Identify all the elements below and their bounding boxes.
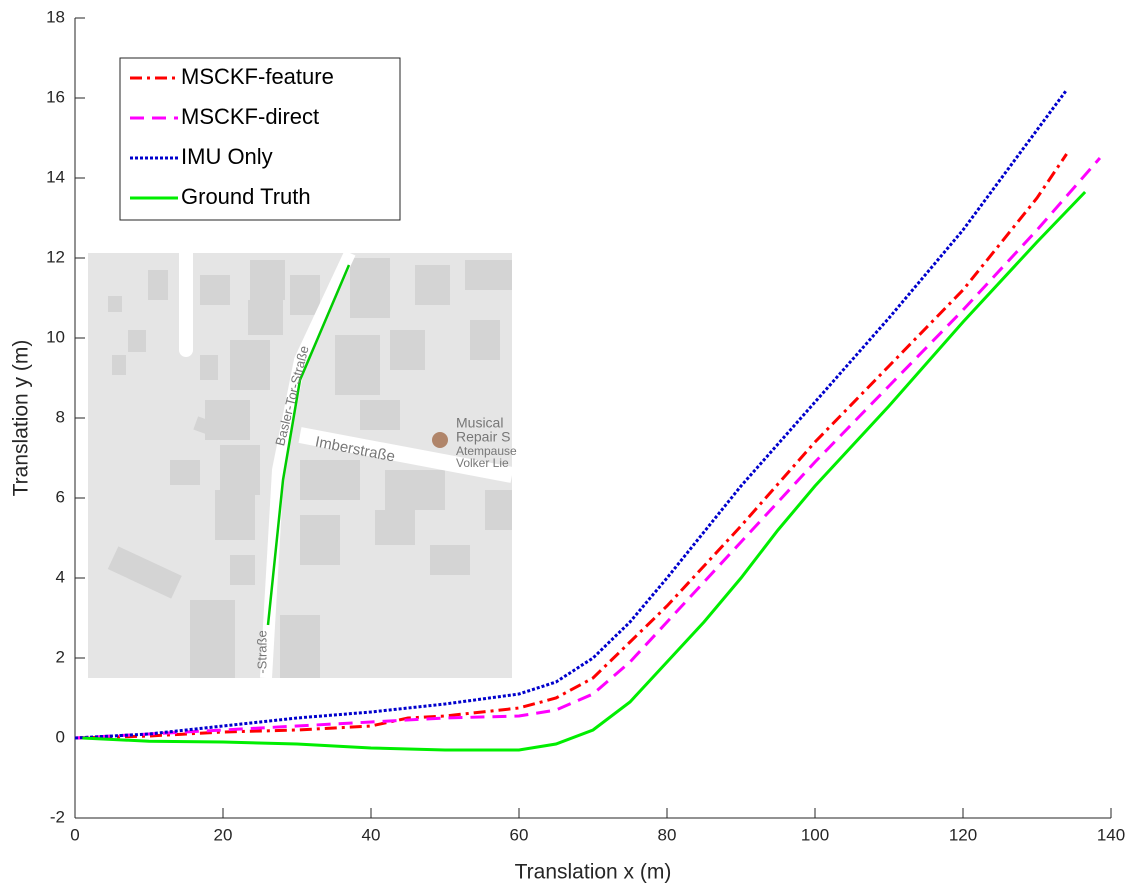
map-label: Volker Lie — [456, 456, 509, 470]
x-axis-label: Translation x (m) — [515, 861, 672, 884]
legend-label: IMU Only — [181, 144, 273, 169]
y-tick-label: 14 — [46, 167, 65, 186]
y-axis-label: Translation y (m) — [10, 340, 33, 497]
legend: MSCKF-feature MSCKF-direct IMU Only Ground … — [120, 58, 400, 220]
y-tick-label: 0 — [56, 727, 65, 746]
y-tick-label: 16 — [46, 87, 65, 106]
chart: Basler-Tor-Straße Imberstraße Musical Re… — [0, 0, 1141, 889]
x-tick-label: 60 — [510, 825, 529, 844]
y-tick-label: 12 — [46, 247, 65, 266]
y-tick-label: 6 — [56, 487, 65, 506]
y-tick-label: 4 — [56, 567, 65, 586]
x-tick-label: 140 — [1097, 825, 1125, 844]
inset-map: Basler-Tor-Straße Imberstraße Musical Re… — [88, 253, 517, 678]
legend-label: MSCKF-feature — [181, 64, 334, 89]
x-tick-label: 0 — [70, 825, 79, 844]
map-label: -Straße — [254, 630, 269, 673]
x-tick-label: 100 — [801, 825, 829, 844]
x-tick-label: 20 — [214, 825, 233, 844]
map-poi — [432, 432, 448, 448]
legend-label: Ground Truth — [181, 184, 311, 209]
y-tick-label: 18 — [46, 7, 65, 26]
y-tick-label: 2 — [56, 647, 65, 666]
legend-label: MSCKF-direct — [181, 104, 319, 129]
y-tick-label: 8 — [56, 407, 65, 426]
map-label: Repair S — [456, 429, 510, 445]
x-tick-label: 80 — [658, 825, 677, 844]
y-tick-label: -2 — [50, 807, 65, 826]
y-tick-label: 10 — [46, 327, 65, 346]
x-tick-label: 40 — [362, 825, 381, 844]
x-tick-label: 120 — [949, 825, 977, 844]
